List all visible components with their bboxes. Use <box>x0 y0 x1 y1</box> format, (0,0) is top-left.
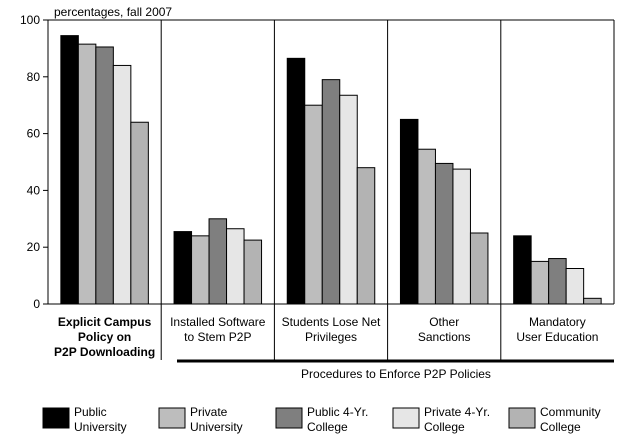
y-tick-label: 80 <box>27 70 41 84</box>
y-tick-label: 20 <box>27 240 41 254</box>
y-tick-label: 60 <box>27 127 41 141</box>
group-label: Procedures to Enforce P2P Policies <box>301 367 491 381</box>
category-labels: Explicit Campus Policy on P2P Downloading I… <box>54 315 598 359</box>
bar-series <box>60 35 602 305</box>
bar <box>417 148 436 305</box>
bar <box>208 218 228 305</box>
category-label: Other Sanctions <box>418 315 471 344</box>
legend-label: Public University <box>74 405 127 434</box>
bar <box>191 235 210 305</box>
bar <box>399 118 419 305</box>
bar <box>565 268 585 305</box>
bar <box>452 168 471 305</box>
legend-label: Private University <box>190 405 243 434</box>
bar <box>226 228 245 305</box>
bar <box>530 260 550 305</box>
legend-swatch <box>508 407 536 429</box>
category-label: Installed Software to Stem P2P <box>170 315 266 344</box>
bar <box>304 104 323 305</box>
bar <box>60 35 79 305</box>
bar <box>434 162 454 305</box>
bar <box>321 79 341 305</box>
group-annotation: Procedures to Enforce P2P Policies <box>177 359 614 381</box>
bar <box>356 167 376 305</box>
bar <box>130 121 149 305</box>
bar <box>112 64 132 305</box>
legend-swatch <box>42 407 70 429</box>
bar <box>243 239 263 305</box>
y-tick-label: 40 <box>27 183 41 197</box>
y-axis-ticks: 0 20 40 60 80 100 <box>20 13 48 311</box>
bar <box>77 43 97 305</box>
bar <box>95 46 114 305</box>
y-tick-label: 0 <box>33 297 40 311</box>
category-label: Mandatory User Education <box>516 315 598 344</box>
bar <box>513 235 532 305</box>
bar <box>548 258 567 305</box>
category-label: Explicit Campus Policy on P2P Downloading <box>54 315 155 359</box>
bar <box>469 232 489 305</box>
y-tick-label: 100 <box>20 13 40 27</box>
legend-label: Public 4-Yr. College <box>307 405 368 434</box>
bar <box>286 57 306 305</box>
legend-swatch <box>275 407 303 429</box>
bar <box>583 297 602 305</box>
bar <box>339 94 358 305</box>
bar <box>173 231 193 305</box>
category-label: Students Lose Net Privileges <box>282 315 381 344</box>
chart-subtitle: percentages, fall 2007 <box>54 5 172 19</box>
legend-label: Private 4-Yr. College <box>424 405 490 434</box>
legend-swatch <box>158 407 186 429</box>
legend: Public University Private University Public … <box>42 405 601 434</box>
legend-swatch <box>392 407 420 429</box>
legend-label: Community College <box>540 405 601 434</box>
